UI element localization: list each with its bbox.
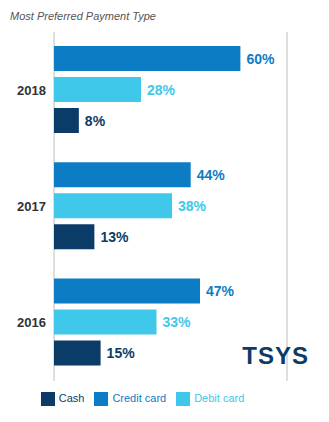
svg-text:2017: 2017	[17, 199, 46, 214]
svg-text:2016: 2016	[17, 315, 46, 330]
html-text:Debit card: Debit card	[194, 391, 245, 404]
svg-text:38%: 38%	[178, 198, 207, 214]
svg-text:8%: 8%	[85, 113, 106, 129]
html-text:Most Preferred Payment Type: Most Preferred Payment Type	[10, 10, 156, 22]
svg-text:44%: 44%	[197, 167, 226, 183]
svg-text:60%: 60%	[246, 51, 275, 67]
svg-text:2018: 2018	[17, 83, 46, 98]
svg-text:13%: 13%	[100, 229, 129, 245]
svg-text:47%: 47%	[206, 283, 235, 299]
html-text:TSYS: TSYS	[242, 342, 309, 369]
html-text:Cash: Cash	[58, 391, 85, 404]
html-text:Credit card: Credit card	[112, 391, 167, 404]
svg-text:15%: 15%	[107, 345, 136, 361]
svg-text:28%: 28%	[147, 82, 176, 98]
svg-text:33%: 33%	[163, 314, 192, 330]
